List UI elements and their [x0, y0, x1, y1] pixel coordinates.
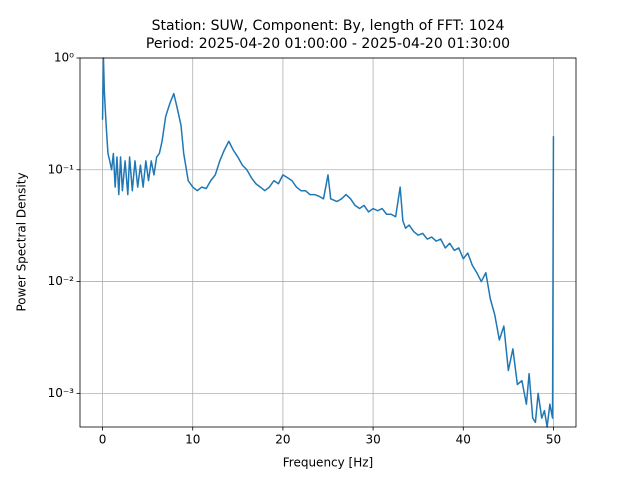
- x-axis-label: Frequency [Hz]: [283, 456, 374, 470]
- y-tick-label: 10⁻²: [48, 274, 75, 288]
- y-tick-label: 10⁻¹: [48, 162, 75, 176]
- chart-subtitle: Period: 2025-04-20 01:00:00 - 2025-04-20…: [146, 36, 510, 52]
- y-axis-label: Power Spectral Density: [15, 172, 29, 311]
- y-tick-label: 10⁻³: [48, 386, 75, 400]
- x-tick-label: 40: [456, 433, 471, 447]
- x-tick-label: 20: [275, 433, 290, 447]
- y-tick-label: 10⁰: [54, 51, 74, 65]
- chart-title: Station: SUW, Component: By, length of F…: [152, 18, 505, 34]
- plot-frame: [79, 57, 577, 428]
- psd-line: [101, 57, 555, 428]
- x-tick-label: 50: [546, 433, 561, 447]
- x-tick-label: 10: [185, 433, 200, 447]
- x-tick-label: 0: [99, 433, 107, 447]
- x-tick-label: 30: [365, 433, 380, 447]
